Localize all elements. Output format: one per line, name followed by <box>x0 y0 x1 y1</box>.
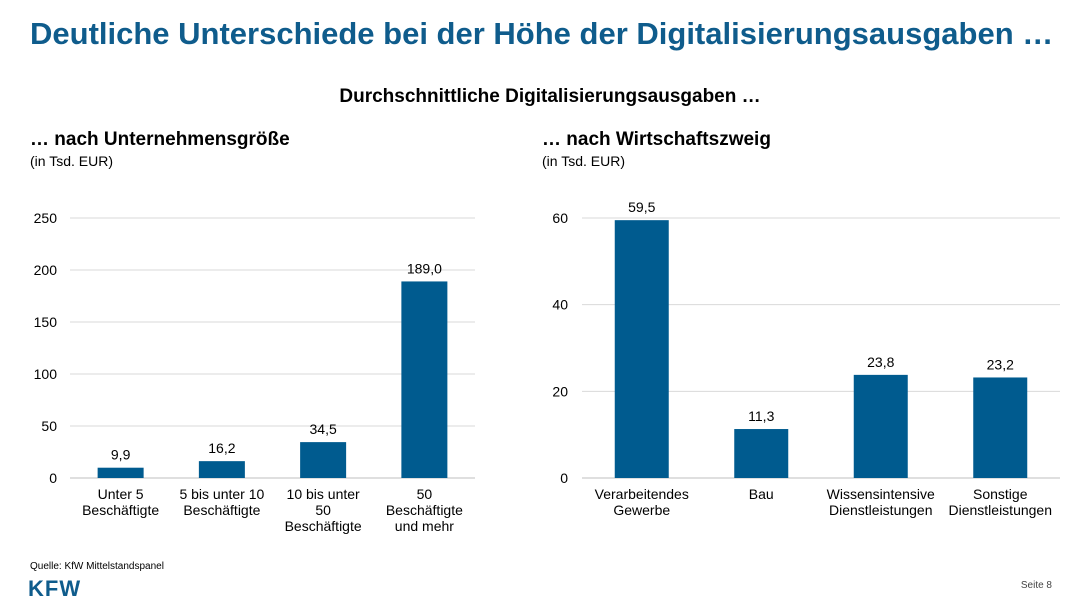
y-tick-label: 100 <box>34 366 58 382</box>
kfw-logo: KFW <box>28 576 82 601</box>
x-tick-label: Dienstleistungen <box>948 502 1052 518</box>
data-label: 34,5 <box>310 421 337 437</box>
y-tick-label: 150 <box>34 314 58 330</box>
x-tick-label: Bau <box>749 486 774 502</box>
data-label: 23,2 <box>987 356 1014 372</box>
subtitle: Durchschnittliche Digitalisierungsausgab… <box>339 86 761 107</box>
y-tick-label: 250 <box>34 210 58 226</box>
x-tick-label: Gewerbe <box>613 502 670 518</box>
data-label: 23,8 <box>867 354 894 370</box>
data-label: 59,5 <box>628 199 655 215</box>
x-tick-label: 10 bis unter <box>287 486 360 502</box>
x-tick-label: Wissensintensive <box>827 486 935 502</box>
x-tick-label: Beschäftigte <box>82 502 159 518</box>
y-tick-label: 200 <box>34 262 58 278</box>
left-chart-title: … nach Unternehmensgröße <box>30 129 290 150</box>
x-tick-label: Dienstleistungen <box>829 502 933 518</box>
page-title: Deutliche Unterschiede bei der Höhe der … <box>30 16 1054 51</box>
bar <box>614 220 669 478</box>
y-tick-label: 50 <box>41 418 57 434</box>
x-tick-label: Beschäftigte <box>285 518 362 534</box>
y-tick-label: 20 <box>552 383 568 399</box>
bar <box>734 429 789 478</box>
data-label: 189,0 <box>407 260 442 276</box>
bar <box>401 281 448 478</box>
x-tick-label: 5 bis unter 10 <box>179 486 264 502</box>
x-tick-label: 50 <box>417 486 433 502</box>
page-number: Seite 8 <box>1020 580 1052 591</box>
bar <box>198 461 245 478</box>
bar <box>853 374 908 478</box>
right-chart-title: … nach Wirtschaftszweig <box>542 129 771 150</box>
x-tick-label: Beschäftigte <box>183 502 260 518</box>
bar <box>973 377 1028 478</box>
y-tick-label: 60 <box>552 210 568 226</box>
right-chart-unit: (in Tsd. EUR) <box>542 153 625 169</box>
data-label: 9,9 <box>111 447 131 463</box>
bar <box>97 467 144 478</box>
x-tick-label: Verarbeitendes <box>595 486 689 502</box>
source-note: Quelle: KfW Mittelstandspanel <box>30 561 164 572</box>
x-tick-label: 50 <box>315 502 331 518</box>
data-label: 11,3 <box>748 408 774 424</box>
x-tick-label: Beschäftigte <box>386 502 463 518</box>
y-tick-label: 0 <box>49 470 57 486</box>
bar <box>300 442 347 478</box>
x-tick-label: und mehr <box>395 518 454 534</box>
x-tick-label: Unter 5 <box>98 486 144 502</box>
x-tick-label: Sonstige <box>973 486 1028 502</box>
y-tick-label: 40 <box>552 297 568 313</box>
y-tick-label: 0 <box>560 470 568 486</box>
left-chart-unit: (in Tsd. EUR) <box>30 153 113 169</box>
data-label: 16,2 <box>208 440 235 456</box>
